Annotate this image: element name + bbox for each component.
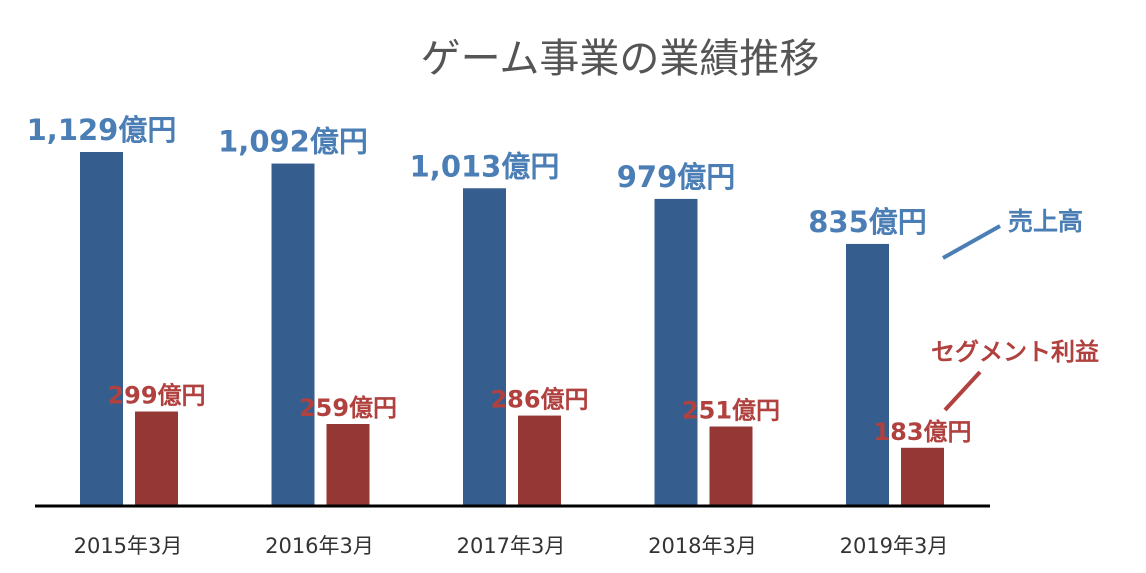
profit-bar-1: [326, 424, 370, 505]
profit-label-4: 183億円: [873, 418, 971, 446]
revenue-bar-2: [463, 188, 506, 505]
revenue-label-0: 1,129億円: [27, 113, 177, 147]
profit-bar-0: [135, 411, 178, 505]
data-labels-group: 1,129億円 299億円 1,092億円 259億円 1,013億円 286億円 979億…: [27, 113, 972, 446]
x-tick-label-0: 2015年3月: [74, 534, 183, 558]
profit-label-1: 259億円: [299, 394, 397, 422]
profit-bar-2: [518, 415, 561, 505]
x-tick-labels-group: 2015年3月 2016年3月 2017年3月 2018年3月 2019年3月: [74, 534, 949, 558]
x-tick-label-2: 2017年3月: [457, 534, 566, 558]
revenue-bar-1: [271, 163, 315, 505]
revenue-label-4: 835億円: [808, 205, 927, 239]
profit-bar-4: [901, 447, 944, 505]
bars-group: [80, 152, 944, 506]
revenue-bar-3: [654, 198, 698, 506]
revenue-label-2: 1,013億円: [410, 149, 560, 183]
legend-revenue-line: [942, 224, 1001, 260]
revenue-label-3: 979億円: [617, 160, 736, 194]
revenue-label-1: 1,092億円: [218, 125, 368, 159]
profit-label-2: 286億円: [490, 386, 588, 414]
profit-label-3: 251億円: [682, 397, 780, 425]
x-tick-label-4: 2019年3月: [840, 534, 949, 558]
legend-revenue-label: 売上高: [1008, 207, 1083, 236]
profit-label-0: 299億円: [107, 382, 205, 410]
revenue-bar-4: [846, 243, 889, 505]
chart-title: ゲーム事業の業績推移: [421, 36, 820, 82]
x-tick-label-3: 2018年3月: [648, 534, 757, 558]
x-tick-label-1: 2016年3月: [265, 534, 374, 558]
legend-profit-label: セグメント利益: [931, 338, 1099, 366]
legend-profit-line: [943, 370, 982, 412]
profit-bar-3: [709, 426, 753, 505]
revenue-bar-0: [80, 152, 123, 505]
